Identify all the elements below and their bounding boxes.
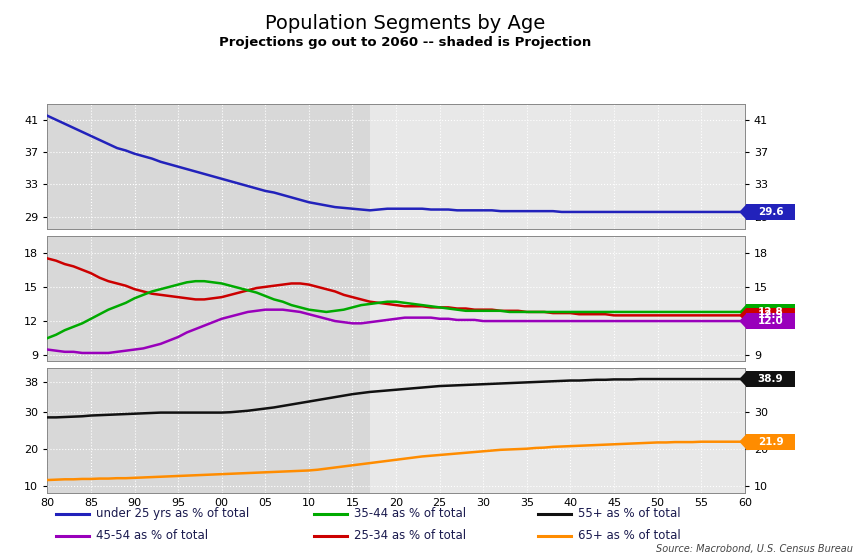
Text: 45-54 as % of total: 45-54 as % of total — [96, 529, 208, 543]
Text: Source: Macrobond, U.S. Census Bureau: Source: Macrobond, U.S. Census Bureau — [655, 544, 852, 554]
Text: 12.0: 12.0 — [758, 316, 784, 326]
Text: 25-34 as % of total: 25-34 as % of total — [354, 529, 466, 543]
Text: 65+ as % of total: 65+ as % of total — [578, 529, 680, 543]
Text: 12.8: 12.8 — [758, 307, 784, 317]
Bar — [370, 368, 753, 493]
Text: 38.9: 38.9 — [758, 374, 784, 384]
Text: 35-44 as % of total: 35-44 as % of total — [354, 507, 466, 520]
Bar — [370, 236, 753, 361]
Text: under 25 yrs as % of total: under 25 yrs as % of total — [96, 507, 249, 520]
Text: Projections go out to 2060 -- shaded is Projection: Projections go out to 2060 -- shaded is … — [219, 36, 591, 49]
Text: Population Segments by Age: Population Segments by Age — [264, 14, 545, 33]
Text: 29.6: 29.6 — [758, 207, 784, 217]
Text: 55+ as % of total: 55+ as % of total — [578, 507, 680, 520]
Text: 21.9: 21.9 — [758, 437, 784, 447]
Bar — [370, 104, 753, 229]
Text: 12.5: 12.5 — [758, 310, 784, 320]
